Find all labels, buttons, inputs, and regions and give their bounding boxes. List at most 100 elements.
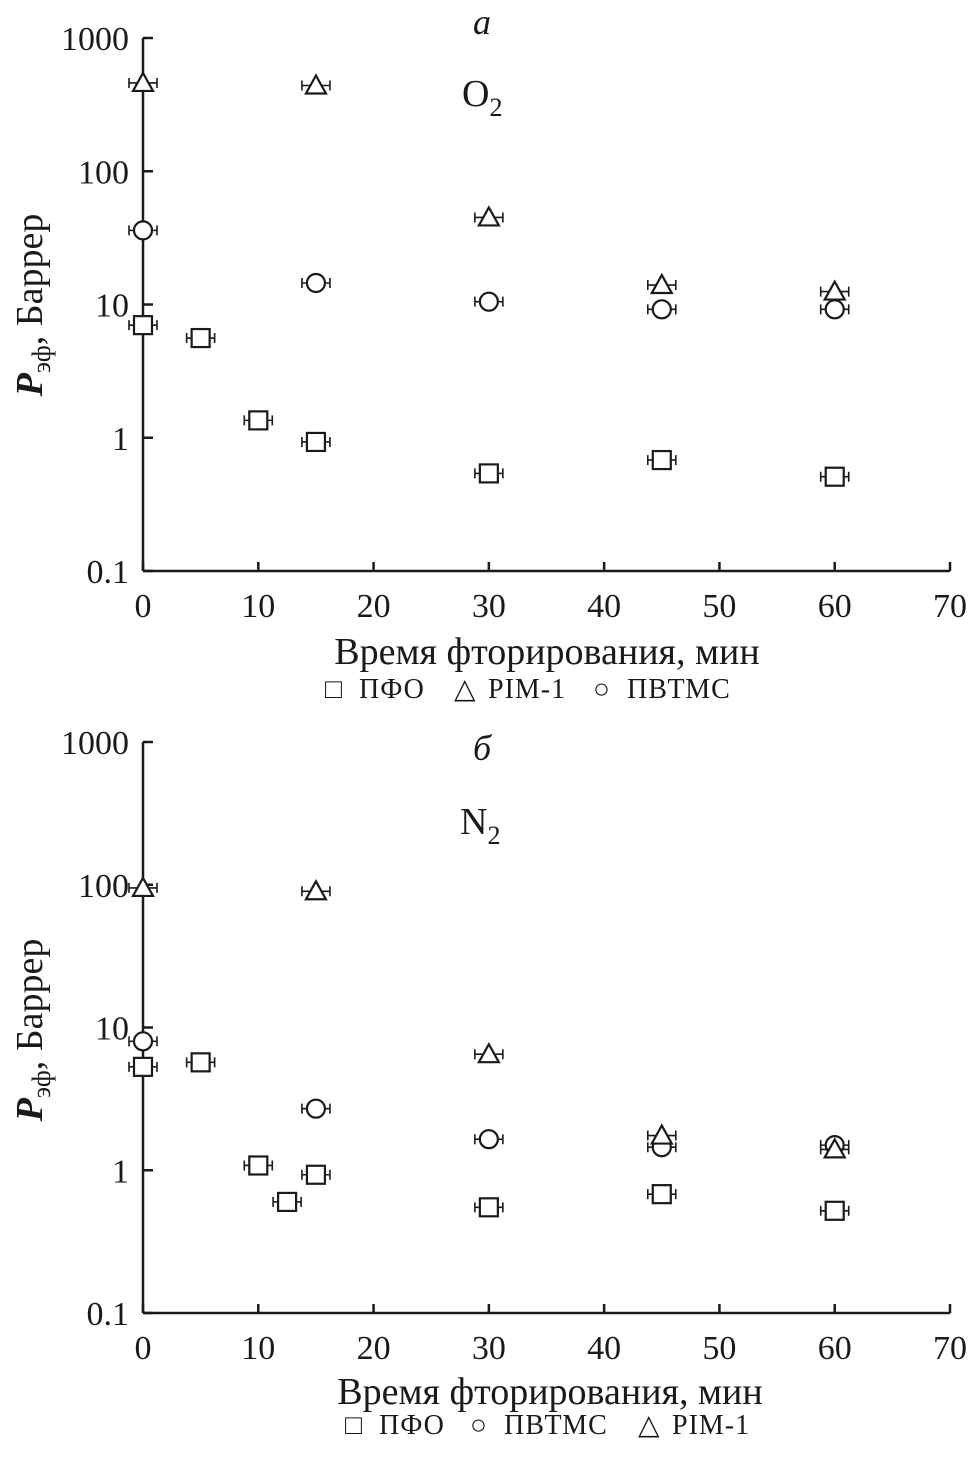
data-point-triangle — [476, 1041, 501, 1064]
data-point-square — [132, 315, 154, 336]
legend-symbol: △ — [454, 674, 477, 705]
data-point-square — [651, 449, 672, 471]
x-tick-label: 20 — [357, 1330, 391, 1367]
y-tick-label: 1 — [112, 421, 129, 458]
data-point-square — [190, 327, 211, 349]
legend-symbol: △ — [638, 1410, 661, 1441]
chart-panel-a: а O2 0 10 20 30 40 50 60 70 0.1 1 10 100 1000 Время… — [9, 2, 967, 705]
x-tick-label: 0 — [135, 1330, 152, 1367]
x-tick-label: 10 — [241, 588, 275, 625]
y-tick-label: 100 — [78, 868, 129, 905]
x-tick-label: 50 — [702, 588, 736, 625]
x-tick-label: 40 — [587, 588, 621, 625]
data-point-triangle — [304, 879, 328, 901]
gas-label: O2 — [462, 73, 502, 122]
x-tick-label: 0 — [135, 588, 152, 625]
x-tick-label: 60 — [818, 588, 852, 625]
y-ticks: 0.1 1 10 100 1000 — [61, 21, 153, 591]
x-tick-label: 30 — [472, 1330, 506, 1367]
x-axis-title: Время фторирования, мин — [337, 1371, 762, 1413]
x-tick-label: 30 — [472, 588, 506, 625]
y-tick-label: 100 — [78, 154, 129, 191]
y-tick-label: 0.1 — [87, 1296, 130, 1333]
legend-symbol: □ — [325, 674, 343, 705]
y-tick-label: 0.1 — [87, 554, 130, 591]
legend-symbol: ○ — [470, 1410, 488, 1441]
legend-label: PIM-1 — [488, 674, 566, 705]
data-point-square — [248, 410, 269, 431]
x-tick-label: 70 — [933, 588, 967, 625]
data-points — [128, 70, 850, 487]
data-point-square — [305, 431, 327, 453]
y-axis-symbol: P — [9, 1097, 51, 1122]
chart-panel-b: б N2 0 10 20 30 40 50 60 70 0.1 1 10 100 1000 Время… — [9, 725, 967, 1441]
y-tick-label: 1000 — [61, 21, 129, 58]
panel-letter: а — [473, 2, 491, 42]
y-tick-label: 10 — [95, 1011, 129, 1048]
legend-label: ПВТМС — [627, 674, 731, 705]
gas-symbol: N — [460, 801, 487, 843]
data-point-square — [824, 466, 845, 487]
legend-symbol: □ — [345, 1410, 363, 1441]
data-point-triangle — [822, 279, 847, 301]
x-ticks: 0 10 20 30 40 50 60 70 — [135, 1304, 967, 1367]
legend: □ ПФО △ PIM-1 ○ ПВТМС — [325, 674, 731, 705]
data-point-square — [132, 1056, 154, 1077]
data-point-square — [478, 1197, 499, 1218]
data-point-square — [651, 1184, 672, 1205]
legend: □ ПФО ○ ПВТМС △ PIM-1 — [345, 1410, 750, 1441]
legend-label: PIM-1 — [672, 1410, 750, 1441]
data-point-square — [190, 1052, 211, 1073]
gas-symbol: O — [462, 73, 489, 115]
data-point-circle — [132, 220, 154, 241]
data-point-square — [248, 1155, 269, 1176]
data-point-circle — [478, 1129, 499, 1150]
data-point-triangle — [131, 70, 155, 93]
data-point-circle — [132, 1031, 154, 1052]
panel-letter: б — [473, 728, 493, 768]
x-tick-label: 10 — [241, 1330, 275, 1367]
gas-subscript: 2 — [489, 93, 502, 122]
legend-symbol: ○ — [593, 674, 611, 705]
x-tick-label: 60 — [818, 1330, 852, 1367]
legend-label: ПФО — [379, 1410, 445, 1441]
data-point-triangle — [131, 875, 155, 898]
data-point-triangle — [304, 73, 328, 95]
data-point-triangle — [476, 205, 501, 227]
y-axis-symbol: P — [9, 372, 51, 397]
x-tick-label: 40 — [587, 1330, 621, 1367]
data-point-triangle — [822, 1137, 847, 1159]
x-axis-title: Время фторирования, мин — [334, 631, 759, 673]
data-point-circle — [651, 299, 672, 320]
x-tick-label: 70 — [933, 1330, 967, 1367]
y-tick-label: 10 — [95, 288, 129, 325]
data-point-circle — [305, 1098, 327, 1119]
gas-subscript: 2 — [487, 821, 500, 850]
data-point-square — [277, 1191, 298, 1213]
y-tick-label: 1000 — [61, 725, 129, 762]
y-axis-unit: , Баррер — [9, 939, 51, 1071]
data-point-square — [824, 1200, 845, 1221]
gas-label: N2 — [460, 801, 500, 850]
x-ticks: 0 10 20 30 40 50 60 70 — [135, 562, 967, 625]
data-point-circle — [305, 272, 327, 294]
y-axis-title: Pэф, Баррер — [9, 214, 56, 398]
y-ticks: 0.1 1 10 100 1000 — [61, 725, 153, 1333]
y-axis-unit: , Баррер — [9, 214, 51, 346]
data-point-square — [478, 463, 499, 484]
data-point-square — [305, 1164, 327, 1185]
data-points — [128, 875, 850, 1221]
x-tick-label: 50 — [702, 1330, 736, 1367]
data-point-triangle — [649, 272, 674, 295]
data-point-circle — [824, 299, 845, 320]
data-point-circle — [478, 291, 499, 312]
y-axis-subscript: эф — [27, 345, 56, 373]
x-tick-label: 20 — [357, 588, 391, 625]
y-axis-title: Pэф, Баррер — [9, 939, 56, 1123]
y-tick-label: 1 — [112, 1153, 129, 1190]
y-axis-subscript: эф — [27, 1070, 56, 1098]
data-point-triangle — [649, 1123, 674, 1145]
legend-label: ПВТМС — [504, 1410, 608, 1441]
legend-label: ПФО — [359, 674, 425, 705]
